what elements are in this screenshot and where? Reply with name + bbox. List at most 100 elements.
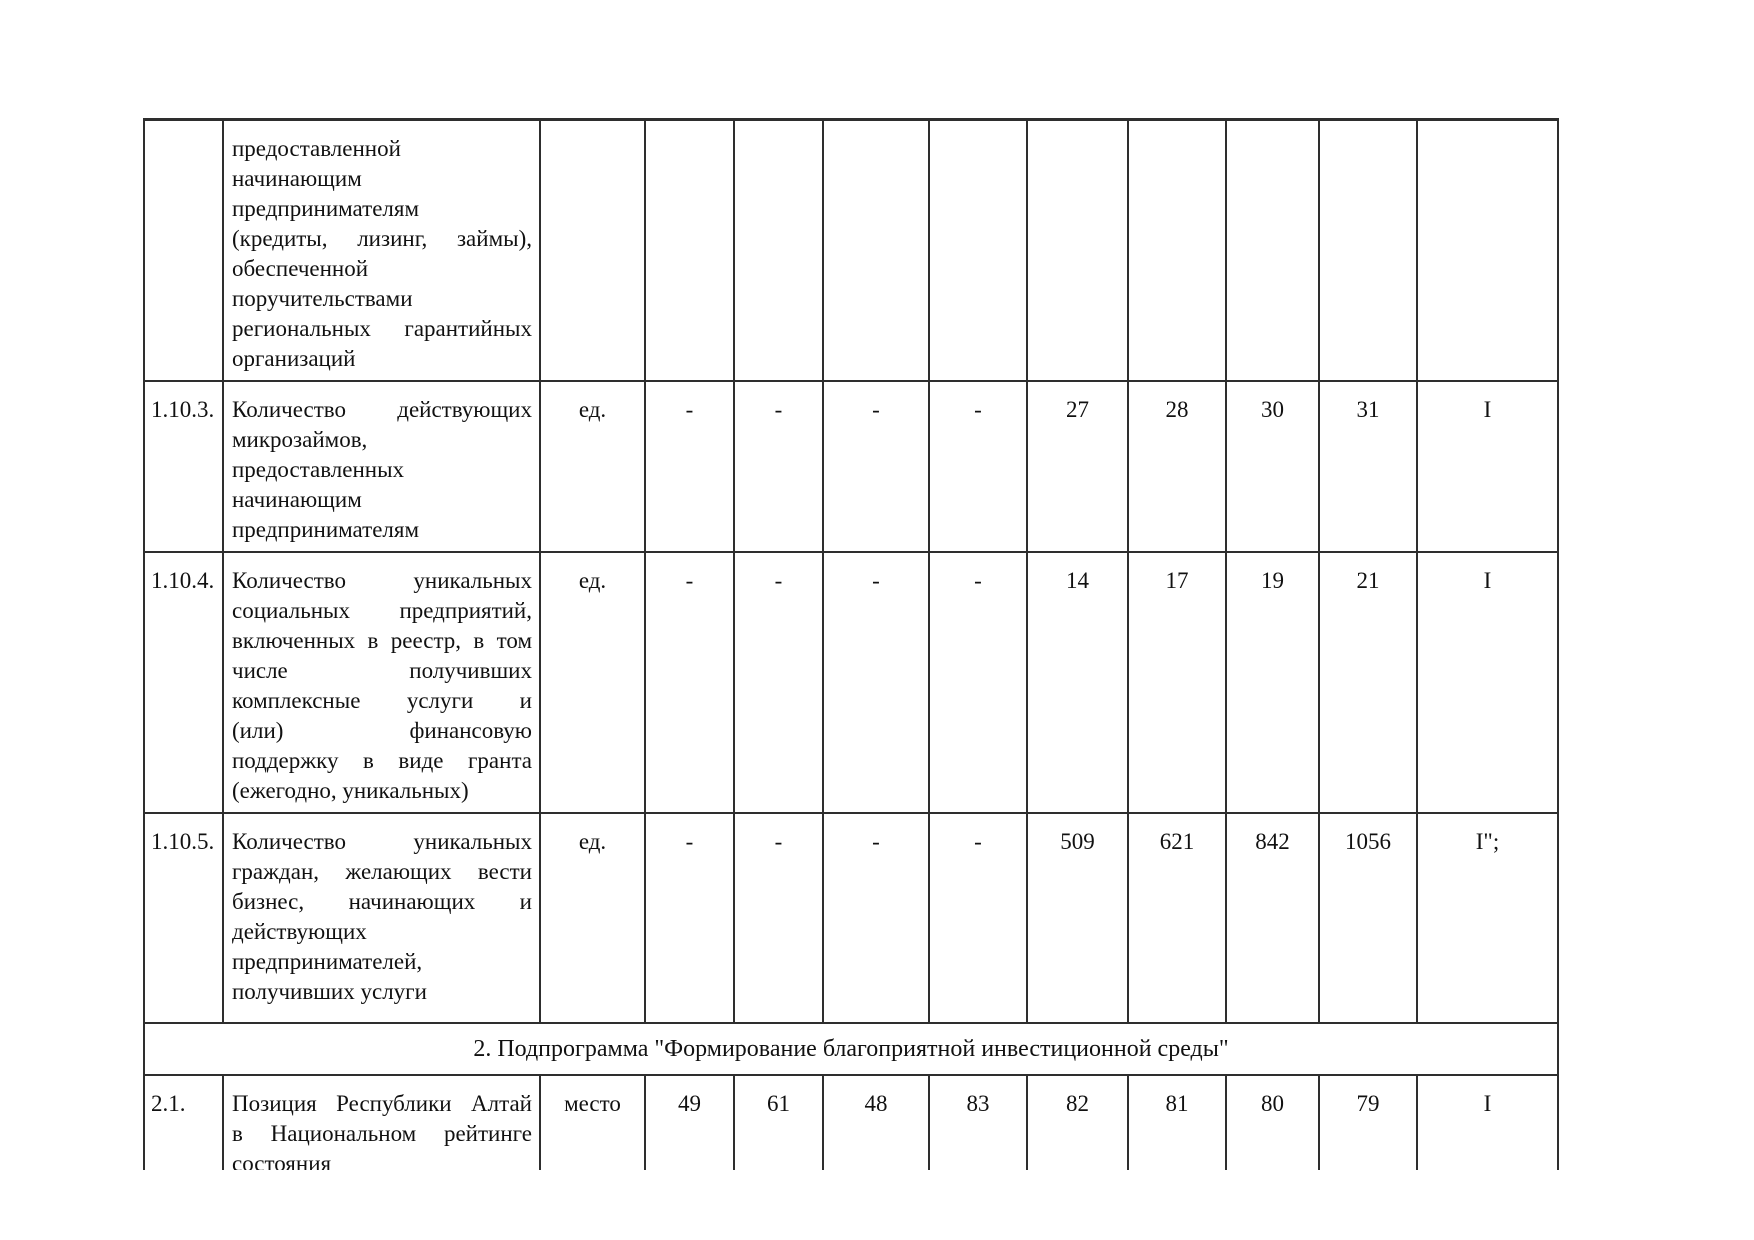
indicator-name-line: поручительствами: [232, 286, 413, 311]
unit-cell: место: [539, 1074, 646, 1170]
value-cell: -: [644, 812, 735, 1024]
indicator-name-line: микрозаймов,: [232, 427, 368, 452]
indicator-row: 1.10.4. Количество уникальных социальных п…: [143, 551, 1559, 814]
value-cell: -: [644, 551, 735, 814]
value-cell: 19: [1225, 551, 1320, 814]
value-cell: 48: [822, 1074, 930, 1170]
value-cell: 1056: [1318, 812, 1418, 1024]
indicator-name-cell: Количество уникальных граждан, желающих в…: [222, 812, 541, 1024]
section-header-cell: 2. Подпрограмма "Формирование благоприят…: [143, 1022, 1559, 1076]
indicator-name-line: организаций: [232, 346, 356, 371]
value-cell: [1225, 118, 1320, 382]
value-cell: 14: [1026, 551, 1129, 814]
value-cell: I: [1416, 1074, 1559, 1170]
row-number-cell: [143, 118, 224, 382]
value-cell: -: [822, 812, 930, 1024]
value-cell: [644, 118, 735, 382]
indicator-name-line: получивших услуги: [232, 979, 427, 1004]
value-cell: -: [928, 551, 1028, 814]
indicator-name-line: предоставленных: [232, 457, 405, 482]
value-cell: -: [733, 551, 824, 814]
value-cell: [1026, 118, 1129, 382]
indicator-name-line: в Национальном рейтинге: [232, 1121, 532, 1146]
indicator-name-line: включенных в реестр, в том: [232, 628, 532, 653]
value-cell: [1127, 118, 1227, 382]
value-cell: 27: [1026, 380, 1129, 553]
indicator-name-line: начинающим: [232, 166, 362, 191]
indicators-table: предоставленной начинающим предпринимателя…: [143, 118, 1559, 1170]
section-header-row: 2. Подпрограмма "Формирование благоприят…: [143, 1022, 1559, 1076]
indicator-name-line: числе получивших: [232, 658, 532, 683]
indicator-name-line: предпринимателей,: [232, 949, 423, 974]
indicator-row: предоставленной начинающим предпринимателя…: [143, 118, 1559, 382]
value-cell: 81: [1127, 1074, 1227, 1170]
value-cell: [1416, 118, 1559, 382]
value-cell: 842: [1225, 812, 1320, 1024]
value-cell: 21: [1318, 551, 1418, 814]
value-cell: -: [733, 812, 824, 1024]
indicator-name-line: Количество уникальных: [232, 829, 532, 854]
indicator-name-line: предпринимателям: [232, 196, 420, 221]
row-number-cell: 2.1.: [143, 1074, 224, 1170]
indicator-name-line: социальных предприятий,: [232, 598, 532, 623]
indicator-name-cell: Количество действующих микрозаймов, предос…: [222, 380, 541, 553]
value-cell: -: [928, 380, 1028, 553]
row-number-cell: 1.10.4.: [143, 551, 224, 814]
indicator-name-line: (ежегодно, уникальных): [232, 778, 469, 803]
indicator-name-line: Позиция Республики Алтай: [232, 1091, 532, 1116]
value-cell: -: [928, 812, 1028, 1024]
value-cell: -: [822, 380, 930, 553]
value-cell: 82: [1026, 1074, 1129, 1170]
value-cell: I: [1416, 551, 1559, 814]
value-cell: [928, 118, 1028, 382]
unit-cell: [539, 118, 646, 382]
indicator-name-line: обеспеченной: [232, 256, 369, 281]
indicator-name-cell: Позиция Республики Алтай в Национальном р…: [222, 1074, 541, 1170]
row-number-cell: 1.10.3.: [143, 380, 224, 553]
value-cell: 30: [1225, 380, 1320, 553]
value-cell: -: [644, 380, 735, 553]
indicator-name-line: Количество уникальных: [232, 568, 532, 593]
value-cell: 61: [733, 1074, 824, 1170]
indicator-name-line: (кредиты, лизинг, займы),: [232, 226, 532, 251]
value-cell: I: [1416, 380, 1559, 553]
value-cell: -: [822, 551, 930, 814]
value-cell: 49: [644, 1074, 735, 1170]
indicator-name-line: предпринимателям: [232, 517, 420, 542]
indicator-row: 2.1. Позиция Республики Алтай в Национальн…: [143, 1074, 1559, 1170]
indicator-row: 1.10.3. Количество действующих микрозаймов…: [143, 380, 1559, 553]
unit-cell: ед.: [539, 551, 646, 814]
value-cell: 509: [1026, 812, 1129, 1024]
indicator-name-line: действующих: [232, 919, 367, 944]
indicator-name-cell: предоставленной начинающим предпринимателя…: [222, 118, 541, 382]
indicator-name-line: граждан, желающих вести: [232, 859, 532, 884]
value-cell: 83: [928, 1074, 1028, 1170]
indicator-name-line: начинающим: [232, 487, 362, 512]
value-cell: 79: [1318, 1074, 1418, 1170]
indicator-name-line: поддержку в виде гранта: [232, 748, 532, 773]
indicator-name-cell: Количество уникальных социальных предприя…: [222, 551, 541, 814]
value-cell: 28: [1127, 380, 1227, 553]
value-cell: -: [733, 380, 824, 553]
indicator-name-line: бизнес, начинающих и: [232, 889, 532, 914]
indicator-name-line: состояния: [232, 1151, 332, 1170]
indicator-name-line: региональных гарантийных: [232, 316, 532, 341]
table-viewport: предоставленной начинающим предпринимателя…: [143, 118, 1565, 1170]
indicator-name-line: (или) финансовую: [232, 718, 532, 743]
row-number-cell: 1.10.5.: [143, 812, 224, 1024]
value-cell: 17: [1127, 551, 1227, 814]
value-cell: [822, 118, 930, 382]
value-cell: [1318, 118, 1418, 382]
value-cell: I";: [1416, 812, 1559, 1024]
value-cell: 31: [1318, 380, 1418, 553]
unit-cell: ед.: [539, 812, 646, 1024]
unit-cell: ед.: [539, 380, 646, 553]
indicator-name-line: предоставленной: [232, 136, 401, 161]
value-cell: [733, 118, 824, 382]
indicator-name-line: комплексные услуги и: [232, 688, 532, 713]
indicator-name-line: Количество действующих: [232, 397, 532, 422]
indicator-row: 1.10.5. Количество уникальных граждан, жел…: [143, 812, 1559, 1024]
value-cell: 621: [1127, 812, 1227, 1024]
value-cell: 80: [1225, 1074, 1320, 1170]
